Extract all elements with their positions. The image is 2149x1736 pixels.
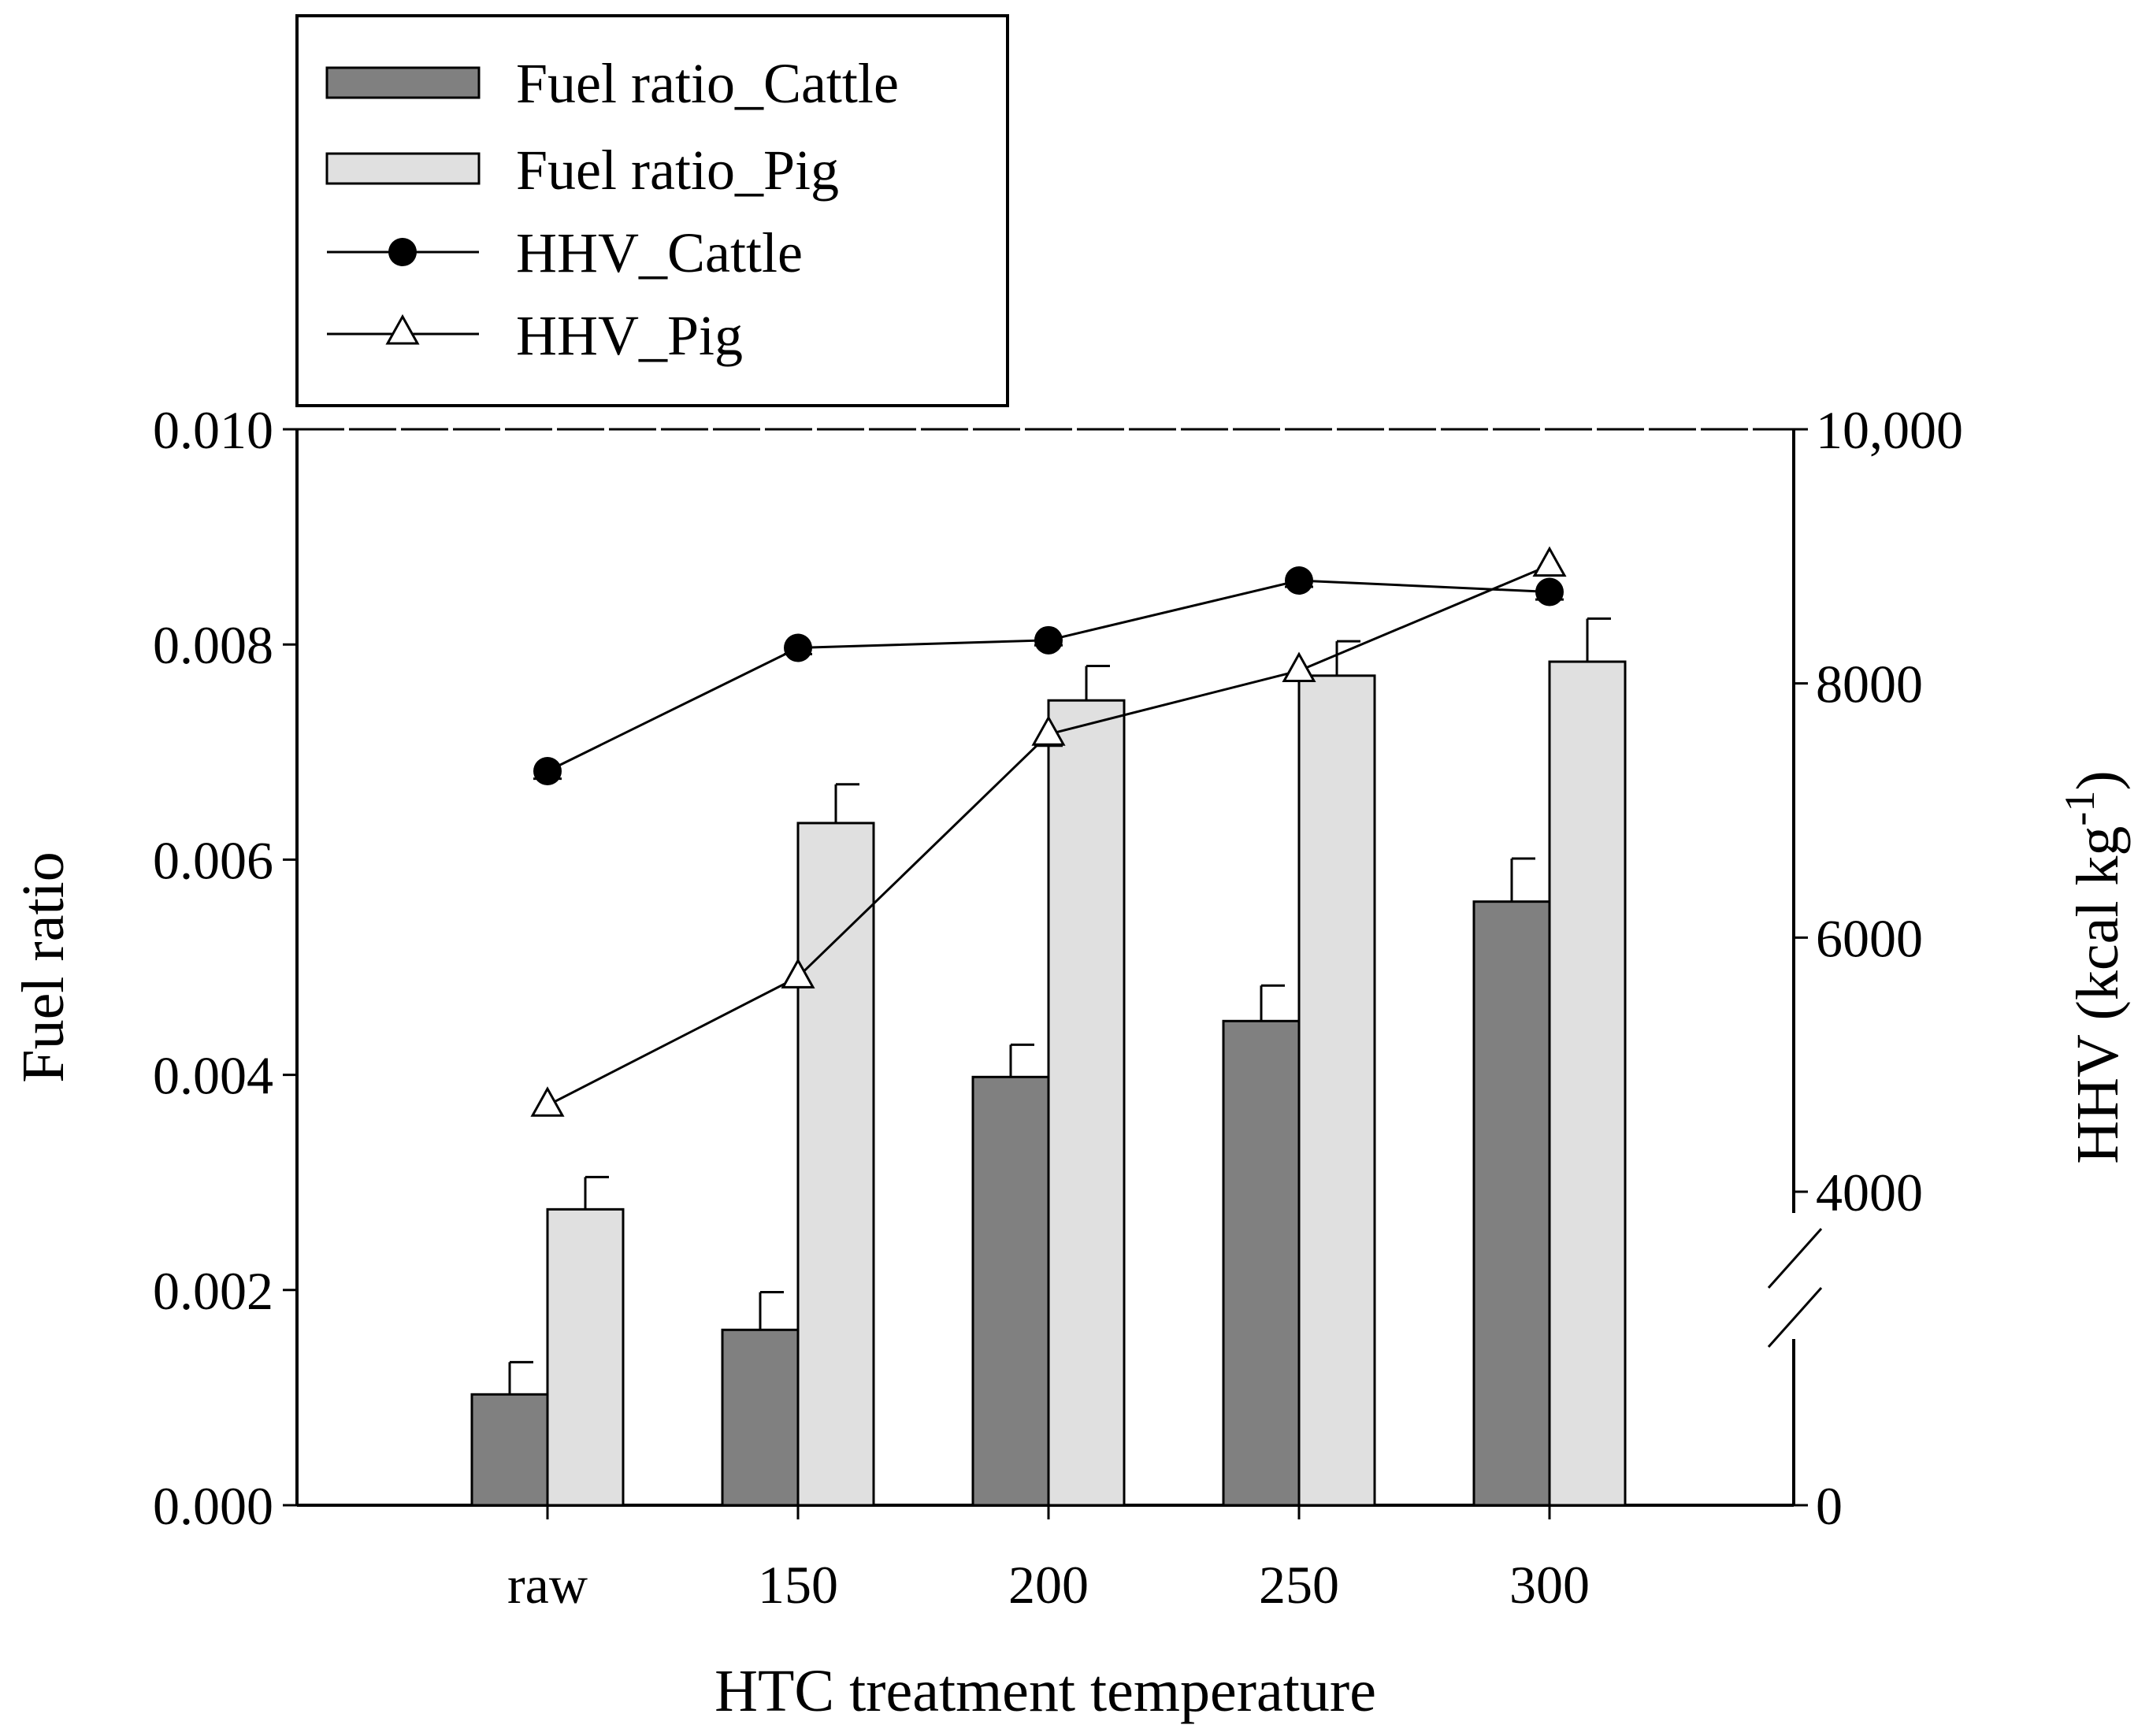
left-axis-title: Fuel ratio bbox=[10, 851, 76, 1082]
legend: Fuel ratio_Cattle Fuel ratio_Pig HHV_Cat… bbox=[295, 14, 1009, 407]
x-tick-label: raw bbox=[507, 1555, 588, 1615]
point-HHV_Cattle bbox=[1034, 625, 1063, 655]
point-HHV_Cattle bbox=[1535, 577, 1564, 606]
right-tick-label: 10,000 bbox=[1816, 400, 1963, 460]
bar-Fuel ratio_Cattle bbox=[470, 1393, 549, 1507]
right-axis-title-main: HHV (kcal kg bbox=[2065, 826, 2131, 1164]
x-tick-label: 300 bbox=[1509, 1555, 1590, 1615]
left-tick-label: 0.002 bbox=[153, 1261, 273, 1321]
legend-marker-hhv-cattle bbox=[388, 238, 417, 266]
bar-Fuel ratio_Pig bbox=[796, 822, 875, 1507]
point-HHV_Cattle bbox=[1285, 566, 1313, 595]
axis-break-mark-lower bbox=[1767, 1287, 1823, 1348]
legend-label-hhv-pig: HHV_Pig bbox=[516, 304, 743, 367]
left-tick-label: 0.000 bbox=[153, 1476, 273, 1536]
point-HHV_Pig bbox=[781, 958, 815, 989]
axis-break-mark-upper bbox=[1767, 1228, 1823, 1289]
right-tick-label: 0 bbox=[1816, 1476, 1843, 1536]
left-tick-label: 0.010 bbox=[153, 400, 273, 460]
point-HHV_Pig bbox=[1031, 715, 1066, 746]
bar-Fuel ratio_Cattle bbox=[721, 1328, 800, 1507]
point-HHV_Cattle bbox=[784, 633, 812, 662]
right-tick-label: 6000 bbox=[1816, 908, 1923, 968]
bar-Fuel ratio_Pig bbox=[1047, 699, 1126, 1507]
legend-label-hhv-cattle: HHV_Cattle bbox=[516, 221, 803, 284]
right-tick-label: 4000 bbox=[1816, 1163, 1923, 1222]
point-HHV_Cattle bbox=[533, 756, 562, 785]
point-HHV_Pig bbox=[1282, 651, 1316, 683]
right-axis-ticks: 0 4000 6000 8000 10,000 bbox=[1794, 400, 1963, 1536]
legend-marker-hhv-pig bbox=[385, 313, 420, 345]
legend-swatch-pig-bar bbox=[325, 152, 481, 185]
bar-Fuel ratio_Cattle bbox=[1472, 900, 1551, 1507]
x-tick-label: 150 bbox=[758, 1555, 838, 1615]
bar-Fuel ratio_Cattle bbox=[971, 1075, 1050, 1507]
left-tick-label: 0.006 bbox=[153, 830, 273, 890]
point-HHV_Pig bbox=[530, 1086, 565, 1117]
right-axis-title: HHV (kcal kg-1) bbox=[2056, 770, 2131, 1163]
bar-series bbox=[470, 617, 1627, 1507]
legend-label-fuel-ratio-cattle: Fuel ratio_Cattle bbox=[516, 52, 899, 115]
right-axis-title-superscript: -1 bbox=[2056, 791, 2103, 826]
legend-swatch-cattle-bar bbox=[325, 66, 481, 99]
line-series bbox=[530, 546, 1567, 1117]
legend-label-fuel-ratio-pig: Fuel ratio_Pig bbox=[516, 139, 839, 202]
x-axis-title: HTC treatment temperature bbox=[714, 1658, 1376, 1724]
point-HHV_Pig bbox=[1532, 546, 1567, 577]
left-tick-label: 0.008 bbox=[153, 615, 273, 675]
left-tick-label: 0.004 bbox=[153, 1046, 273, 1106]
x-tick-label: 200 bbox=[1008, 1555, 1089, 1615]
x-tick-label: 250 bbox=[1259, 1555, 1339, 1615]
x-axis-ticks: raw 150 200 250 300 bbox=[507, 1505, 1590, 1615]
right-tick-label: 8000 bbox=[1816, 655, 1923, 714]
bar-Fuel ratio_Pig bbox=[546, 1207, 625, 1507]
right-axis-title-close: ) bbox=[2065, 770, 2131, 790]
left-axis-ticks: 0.000 0.002 0.004 0.006 0.008 0.010 bbox=[153, 400, 297, 1536]
bar-Fuel ratio_Pig bbox=[1297, 674, 1376, 1507]
bar-Fuel ratio_Cattle bbox=[1222, 1019, 1301, 1507]
bar-Fuel ratio_Pig bbox=[1548, 660, 1627, 1507]
